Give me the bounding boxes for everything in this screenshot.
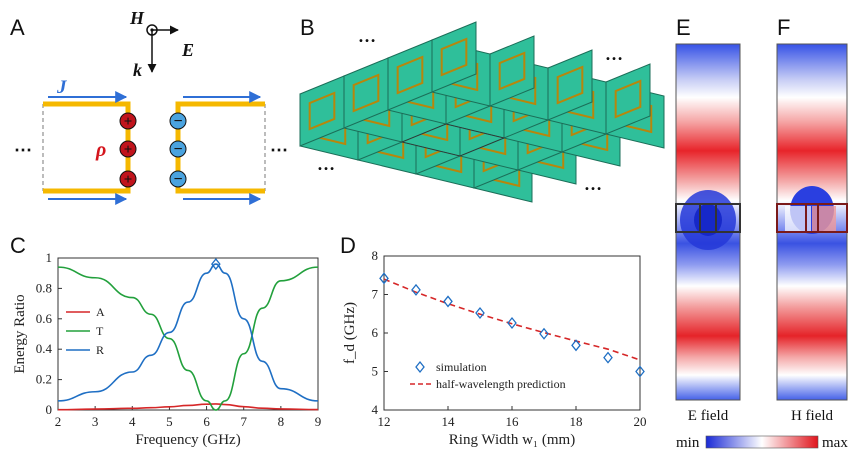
y-tick-label: 4	[372, 402, 379, 417]
y-axis-label: Energy Ratio	[12, 294, 28, 373]
split-ring	[440, 37, 468, 77]
y-axis-label: f_d (GHz)	[342, 302, 358, 364]
lattice-ellipsis: …	[584, 174, 602, 194]
k-label: k	[133, 60, 142, 80]
panel-label-b: B	[300, 15, 315, 40]
y-tick-label: 7	[372, 287, 379, 302]
current-j-label: J	[56, 77, 67, 98]
ellipsis-right: ⋯	[270, 140, 288, 160]
legend-label: simulation	[436, 360, 487, 374]
simulation-point	[571, 339, 581, 352]
x-tick-label: 9	[315, 414, 322, 429]
plot-frame	[57, 257, 319, 411]
left-ring-strip	[43, 101, 131, 194]
e-field-caption: E field	[688, 408, 729, 424]
h-field-map: H field	[776, 43, 848, 424]
lattice-ellipsis: …	[358, 26, 376, 46]
lattice-ellipsis: …	[317, 154, 335, 174]
legend-label: R	[96, 343, 104, 357]
h-field-caption: H field	[791, 408, 834, 424]
y-tick-label: 5	[372, 364, 379, 379]
h-label: H	[129, 8, 145, 28]
y-tick-label: 1	[46, 250, 53, 265]
colorbar-max-label: max	[822, 435, 848, 451]
y-tick-label: 6	[372, 325, 379, 340]
legend-label: A	[96, 305, 105, 319]
series-line-t	[57, 266, 319, 411]
simulation-point	[603, 351, 613, 364]
simulation-point	[507, 316, 517, 330]
panel-label-f: F	[777, 15, 790, 40]
positive-charges: + + +	[119, 112, 137, 188]
e-field-map: E field	[675, 43, 741, 424]
ellipsis-left: ⋯	[14, 140, 32, 160]
x-tick-label: 20	[634, 414, 647, 429]
chart-c: 2 3 4 5 6 7 8 9 0 0.2 0.4 0.6 0.8 1 Frequency (GHz) Ene…	[12, 250, 321, 448]
x-axis-label: Frequency (GHz)	[135, 432, 240, 448]
x-tick-label: 3	[92, 414, 99, 429]
y-tick-label: 0.8	[36, 280, 52, 295]
x-tick-label: 18	[570, 414, 583, 429]
legend-label: half-wavelength prediction	[436, 377, 566, 391]
panel-a-schematic: H E k J + + + − − − ρ	[14, 8, 288, 205]
simulation-point	[635, 365, 645, 378]
legend-label: T	[96, 324, 104, 338]
simulation-point	[411, 283, 421, 296]
simulation-point	[539, 327, 549, 340]
prediction-line	[383, 278, 641, 361]
y-tick-label: 0.4	[36, 341, 53, 356]
plus-sign: +	[124, 142, 133, 158]
charge-density-label: ρ	[95, 139, 106, 161]
chart-d: 12 14 16 18 20 4 5 6 7 8 Ring Width w₁ (mm) f_d (GH…	[342, 248, 647, 448]
x-tick-label: 12	[378, 414, 391, 429]
legend-marker	[415, 360, 425, 374]
x-tick-label: 8	[278, 414, 285, 429]
split-ring	[352, 73, 380, 113]
lattice-ellipsis: …	[605, 44, 623, 64]
peak-marker	[211, 258, 221, 271]
y-tick-label: 0.6	[36, 311, 53, 326]
negative-charges: − − −	[169, 112, 187, 188]
right-ring-strip	[175, 101, 265, 194]
simulation-point	[443, 295, 453, 308]
plus-sign: +	[124, 114, 133, 130]
minus-sign: −	[173, 171, 182, 188]
x-tick-label: 4	[129, 414, 136, 429]
panel-label-a: A	[10, 15, 25, 40]
split-ring	[498, 51, 526, 91]
y-tick-label: 0.2	[36, 372, 52, 387]
series-line-a	[57, 403, 319, 411]
panel-label-e: E	[676, 15, 691, 40]
unit-cell-outline	[400, 123, 506, 157]
split-ring	[308, 91, 336, 131]
colorbar-min-label: min	[676, 435, 700, 451]
series-line-r	[57, 263, 319, 402]
x-tick-label: 2	[55, 414, 62, 429]
simulation-point	[475, 306, 485, 320]
x-axis-label: Ring Width w₁ (mm)	[449, 432, 575, 448]
minus-sign: −	[173, 113, 182, 130]
colorbar: min max	[676, 435, 848, 451]
y-tick-label: 8	[372, 248, 379, 263]
x-tick-label: 7	[240, 414, 247, 429]
panel-b-lattice	[299, 21, 665, 203]
e-label: E	[181, 40, 194, 60]
x-tick-label: 14	[442, 414, 456, 429]
split-ring	[396, 55, 424, 95]
panel-label-c: C	[10, 233, 26, 258]
x-tick-label: 5	[166, 414, 173, 429]
plus-sign: +	[124, 172, 133, 188]
panel-label-d: D	[340, 233, 356, 258]
x-tick-label: 16	[506, 414, 520, 429]
x-tick-label: 6	[203, 414, 210, 429]
simulation-point	[379, 272, 389, 285]
minus-sign: −	[173, 141, 182, 158]
y-tick-label: 0	[46, 402, 53, 417]
split-ring	[556, 65, 584, 105]
split-ring	[614, 79, 642, 119]
